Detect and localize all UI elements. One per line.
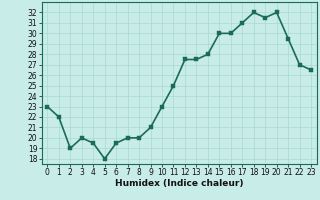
X-axis label: Humidex (Indice chaleur): Humidex (Indice chaleur)	[115, 179, 244, 188]
